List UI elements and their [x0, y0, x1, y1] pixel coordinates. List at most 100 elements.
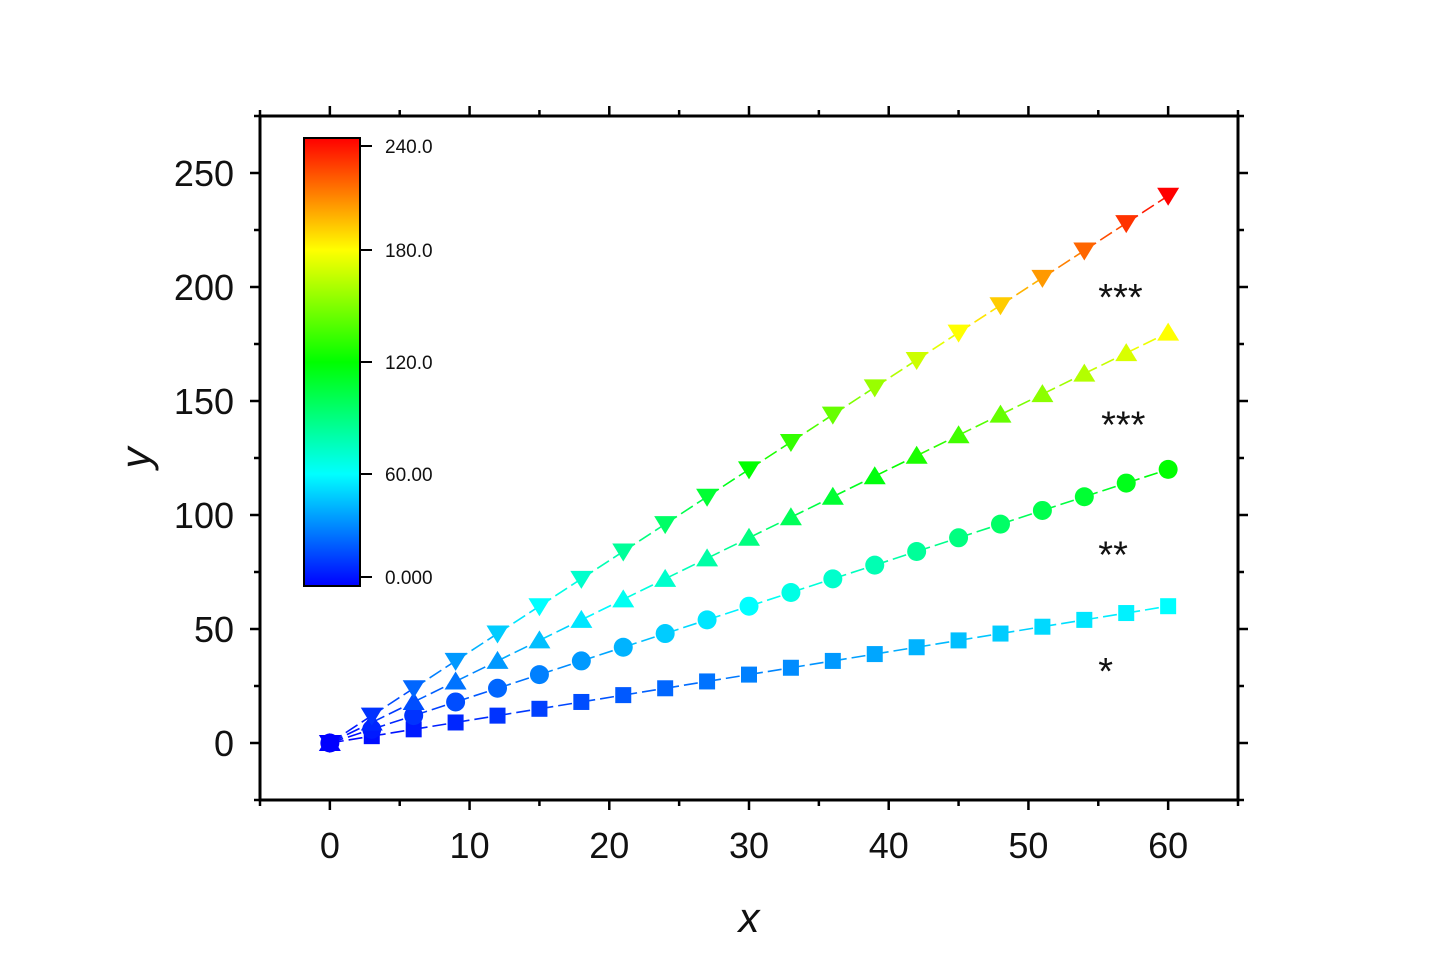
- color-scale-bar: 0.000 60.00 120.0 180.0 240.0: [303, 137, 433, 589]
- x-tick-label: 50: [1008, 825, 1048, 866]
- series-4-point: [528, 598, 551, 617]
- series-1-point: [699, 673, 716, 690]
- y-tick-label: 200: [174, 267, 234, 308]
- series-2-point: [446, 692, 466, 712]
- y-tick-label: 50: [194, 609, 234, 650]
- series-4-point: [360, 707, 383, 726]
- series-2-point: [990, 514, 1010, 534]
- series-2-point: [781, 583, 801, 603]
- color-scale-tick-label: 240.0: [385, 137, 433, 158]
- series-3-point: [486, 650, 509, 669]
- series-4-point: [905, 351, 928, 370]
- x-tick-label: 60: [1148, 825, 1188, 866]
- series-3-point: [402, 691, 425, 710]
- series-1-point: [908, 639, 925, 656]
- series-1-point: [992, 625, 1009, 642]
- series-2-point: [907, 541, 927, 561]
- series-4-point: [1073, 242, 1096, 261]
- series-4-point: [863, 379, 886, 398]
- significance-annotation: **: [1098, 534, 1128, 576]
- significance-annotation: *: [1098, 651, 1113, 693]
- series-1-point: [489, 707, 506, 724]
- series-3-point: [654, 568, 677, 587]
- series-3-point: [570, 609, 593, 628]
- series-4-point: [402, 680, 425, 699]
- series-3-point: [1115, 343, 1138, 362]
- series-1-point: [573, 693, 590, 710]
- series-4-point: [779, 434, 802, 453]
- series-1-point: [447, 714, 464, 731]
- x-tick-label: 10: [450, 825, 490, 866]
- series-3-point: [1157, 322, 1180, 341]
- y-axis: 0 50 100 150 200 250: [174, 114, 1248, 802]
- x-axis-title: x: [737, 894, 762, 941]
- series-2-point: [1074, 487, 1094, 507]
- series-3-point: [1031, 384, 1054, 403]
- series-1-point: [1076, 611, 1093, 628]
- series-4-point: [947, 324, 970, 343]
- series-3-point: [947, 425, 970, 444]
- color-scale-tick-label: 60.00: [385, 465, 433, 486]
- series-2-point: [571, 651, 591, 671]
- series-2-point: [655, 624, 675, 644]
- series-1-point: [1118, 605, 1135, 622]
- x-tick-label: 30: [729, 825, 769, 866]
- color-scale-gradient: [303, 137, 361, 587]
- series-1-point: [1160, 598, 1177, 615]
- series-4-point: [1031, 269, 1054, 288]
- color-scale-tick-label: 180.0: [385, 241, 433, 262]
- series-4-point: [612, 543, 635, 562]
- x-tick-label: 0: [320, 825, 340, 866]
- series-1-point: [615, 687, 632, 704]
- series-4-point: [444, 652, 467, 671]
- y-tick-label: 150: [174, 381, 234, 422]
- series-2-point: [697, 610, 717, 630]
- series-2-point: [739, 596, 759, 616]
- significance-annotation: ***: [1101, 405, 1146, 447]
- series-1-point: [782, 659, 799, 676]
- series-2-point: [1116, 473, 1136, 493]
- series-1-point: [657, 680, 674, 697]
- series-3-point: [738, 527, 760, 546]
- series-4-point: [318, 735, 341, 753]
- series-4-point: [696, 488, 719, 507]
- series-3-point: [905, 445, 928, 464]
- series-3-point: [444, 671, 467, 690]
- series-4-point: [989, 297, 1012, 316]
- series-4-point: [486, 625, 509, 644]
- series-1-point: [531, 700, 548, 717]
- series-3-point: [612, 589, 635, 608]
- series-3-point: [1073, 363, 1096, 382]
- series-3-point: [779, 507, 802, 526]
- x-axis: 0 10 20 30 40 50 60: [258, 106, 1240, 866]
- y-tick-label: 250: [174, 153, 234, 194]
- series-4-point: [1115, 215, 1138, 234]
- series-2-point: [529, 665, 549, 685]
- series-1-point: [741, 666, 757, 683]
- series-2-point: [613, 637, 633, 657]
- y-tick-label: 0: [214, 723, 234, 764]
- series-1-point: [1034, 618, 1051, 635]
- y-tick-label: 100: [174, 495, 234, 536]
- series-2-point: [488, 678, 508, 698]
- series-3-point: [821, 486, 844, 505]
- color-scale-tick-label: 0.000: [385, 568, 433, 589]
- series-3-point: [863, 466, 886, 485]
- series-2-point: [404, 706, 424, 726]
- series-4-point: [738, 461, 760, 480]
- series-1-point: [824, 652, 841, 669]
- plot-frame: [258, 114, 1240, 802]
- series-3-point: [528, 630, 551, 649]
- series-1-point: [866, 646, 883, 663]
- series-4-point: [821, 406, 844, 425]
- significance-annotations: *********: [1098, 277, 1145, 693]
- y-axis-title: y: [112, 445, 159, 472]
- series-1-point: [950, 632, 967, 649]
- series-3-point: [989, 404, 1012, 423]
- series-3-point: [696, 548, 719, 567]
- series-2-point: [1032, 500, 1052, 520]
- series-4-point: [654, 516, 677, 535]
- significance-annotation: ***: [1098, 277, 1143, 319]
- series-2-point: [949, 528, 969, 548]
